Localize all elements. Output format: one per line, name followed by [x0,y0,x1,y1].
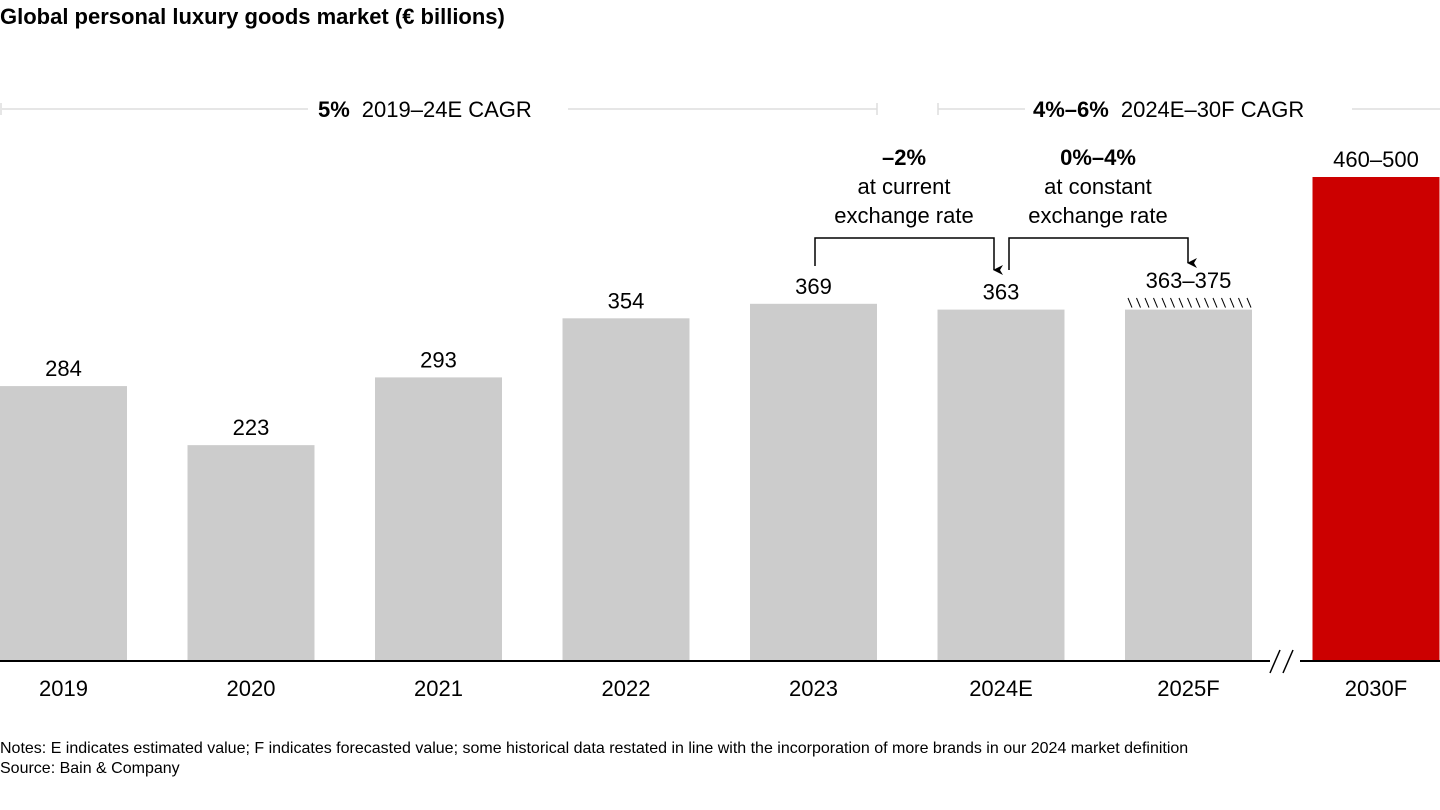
footnotes: Notes: E indicates estimated value; F in… [0,739,1420,779]
data-label-2022: 354 [608,288,645,313]
bar-2030F [1312,177,1440,661]
data-label-2023: 369 [795,274,832,299]
change-current-line1: at current [858,174,951,199]
range-hatch-mark [1221,297,1226,308]
x-tick-label-2030F: 2030F [1345,676,1407,701]
chart-title: Global personal luxury goods market (€ b… [0,4,505,29]
range-hatch-mark [1238,297,1243,308]
change-constant-line1: at constant [1044,174,1152,199]
range-hatch-mark [1178,297,1184,308]
data-label-2025F: 363–375 [1146,268,1232,293]
change-current-value: –2% [882,145,926,170]
x-tick-label-2023: 2023 [789,676,838,701]
x-tick-label-2020: 2020 [227,676,276,701]
change-annotations: –2% at current exchange rate 0%–4% at co… [814,145,1197,275]
x-tick-label-2022: 2022 [602,676,651,701]
bar-2025F [1125,309,1252,661]
change-current-line2: exchange rate [834,203,973,228]
x-tick-label-2024E: 2024E [969,676,1033,701]
data-label-2021: 293 [420,347,457,372]
notes-text: Notes: E indicates estimated value; F in… [0,740,1189,757]
cagr-right-label: 2024E–30F CAGR [1121,97,1304,122]
x-tick-label-2019: 2019 [39,676,88,701]
cagr-left-label: 2019–24E CAGR [362,97,532,122]
bar-2024E [937,309,1065,661]
change-constant-line2: exchange rate [1028,203,1167,228]
range-hatch-mark [1246,297,1252,308]
range-hatch-mark [1170,297,1175,308]
svg-text:4%–6%2024E–30F CAGR: 4%–6% 2024E–30F CAGR [1033,97,1304,122]
range-hatch-mark [1212,297,1218,308]
bar-2022 [562,318,690,661]
bar-2023 [750,303,877,661]
bar-2021 [375,377,502,661]
bar-2019 [0,386,127,661]
range-hatch-mark [1153,297,1158,308]
range-hatch-mark [1187,297,1192,308]
axis-break-icon [1269,649,1300,674]
range-hatch-mark [1136,297,1141,308]
change-constant-bracket-arrow [1008,237,1197,270]
range-hatch-mark [1229,297,1235,308]
svg-text:5%2019–24E CAGR: 5% 2019–24E CAGR [318,97,532,122]
range-hatch-mark [1127,297,1133,308]
bar-chart: 284 2019 223 2020 293 2021 354 2022 369 2023 363 20… [0,97,1440,701]
x-tick-label-2025F: 2025F [1157,676,1219,701]
data-label-2030F: 460–500 [1333,147,1419,172]
range-hatch-mark [1144,297,1150,308]
bar-2020 [187,445,315,661]
data-label-2020: 223 [233,415,270,440]
data-label-2019: 284 [45,356,82,381]
change-constant-value: 0%–4% [1060,145,1136,170]
range-hatch-mark [1204,297,1209,308]
cagr-right-value: 4%–6% [1033,97,1109,122]
range-hatch-mark [1161,297,1167,308]
cagr-left-value: 5% [318,97,350,122]
source-text: Source: Bain & Company [0,760,180,777]
cagr-annotations: 5% 2019–24E CAGR 4%–6% 2024E–30F CAGR [0,97,1440,122]
x-tick-label-2021: 2021 [414,676,463,701]
change-current-bracket-arrow [814,237,1003,275]
range-hatch-mark [1195,297,1201,308]
data-label-2024E: 363 [983,280,1020,305]
